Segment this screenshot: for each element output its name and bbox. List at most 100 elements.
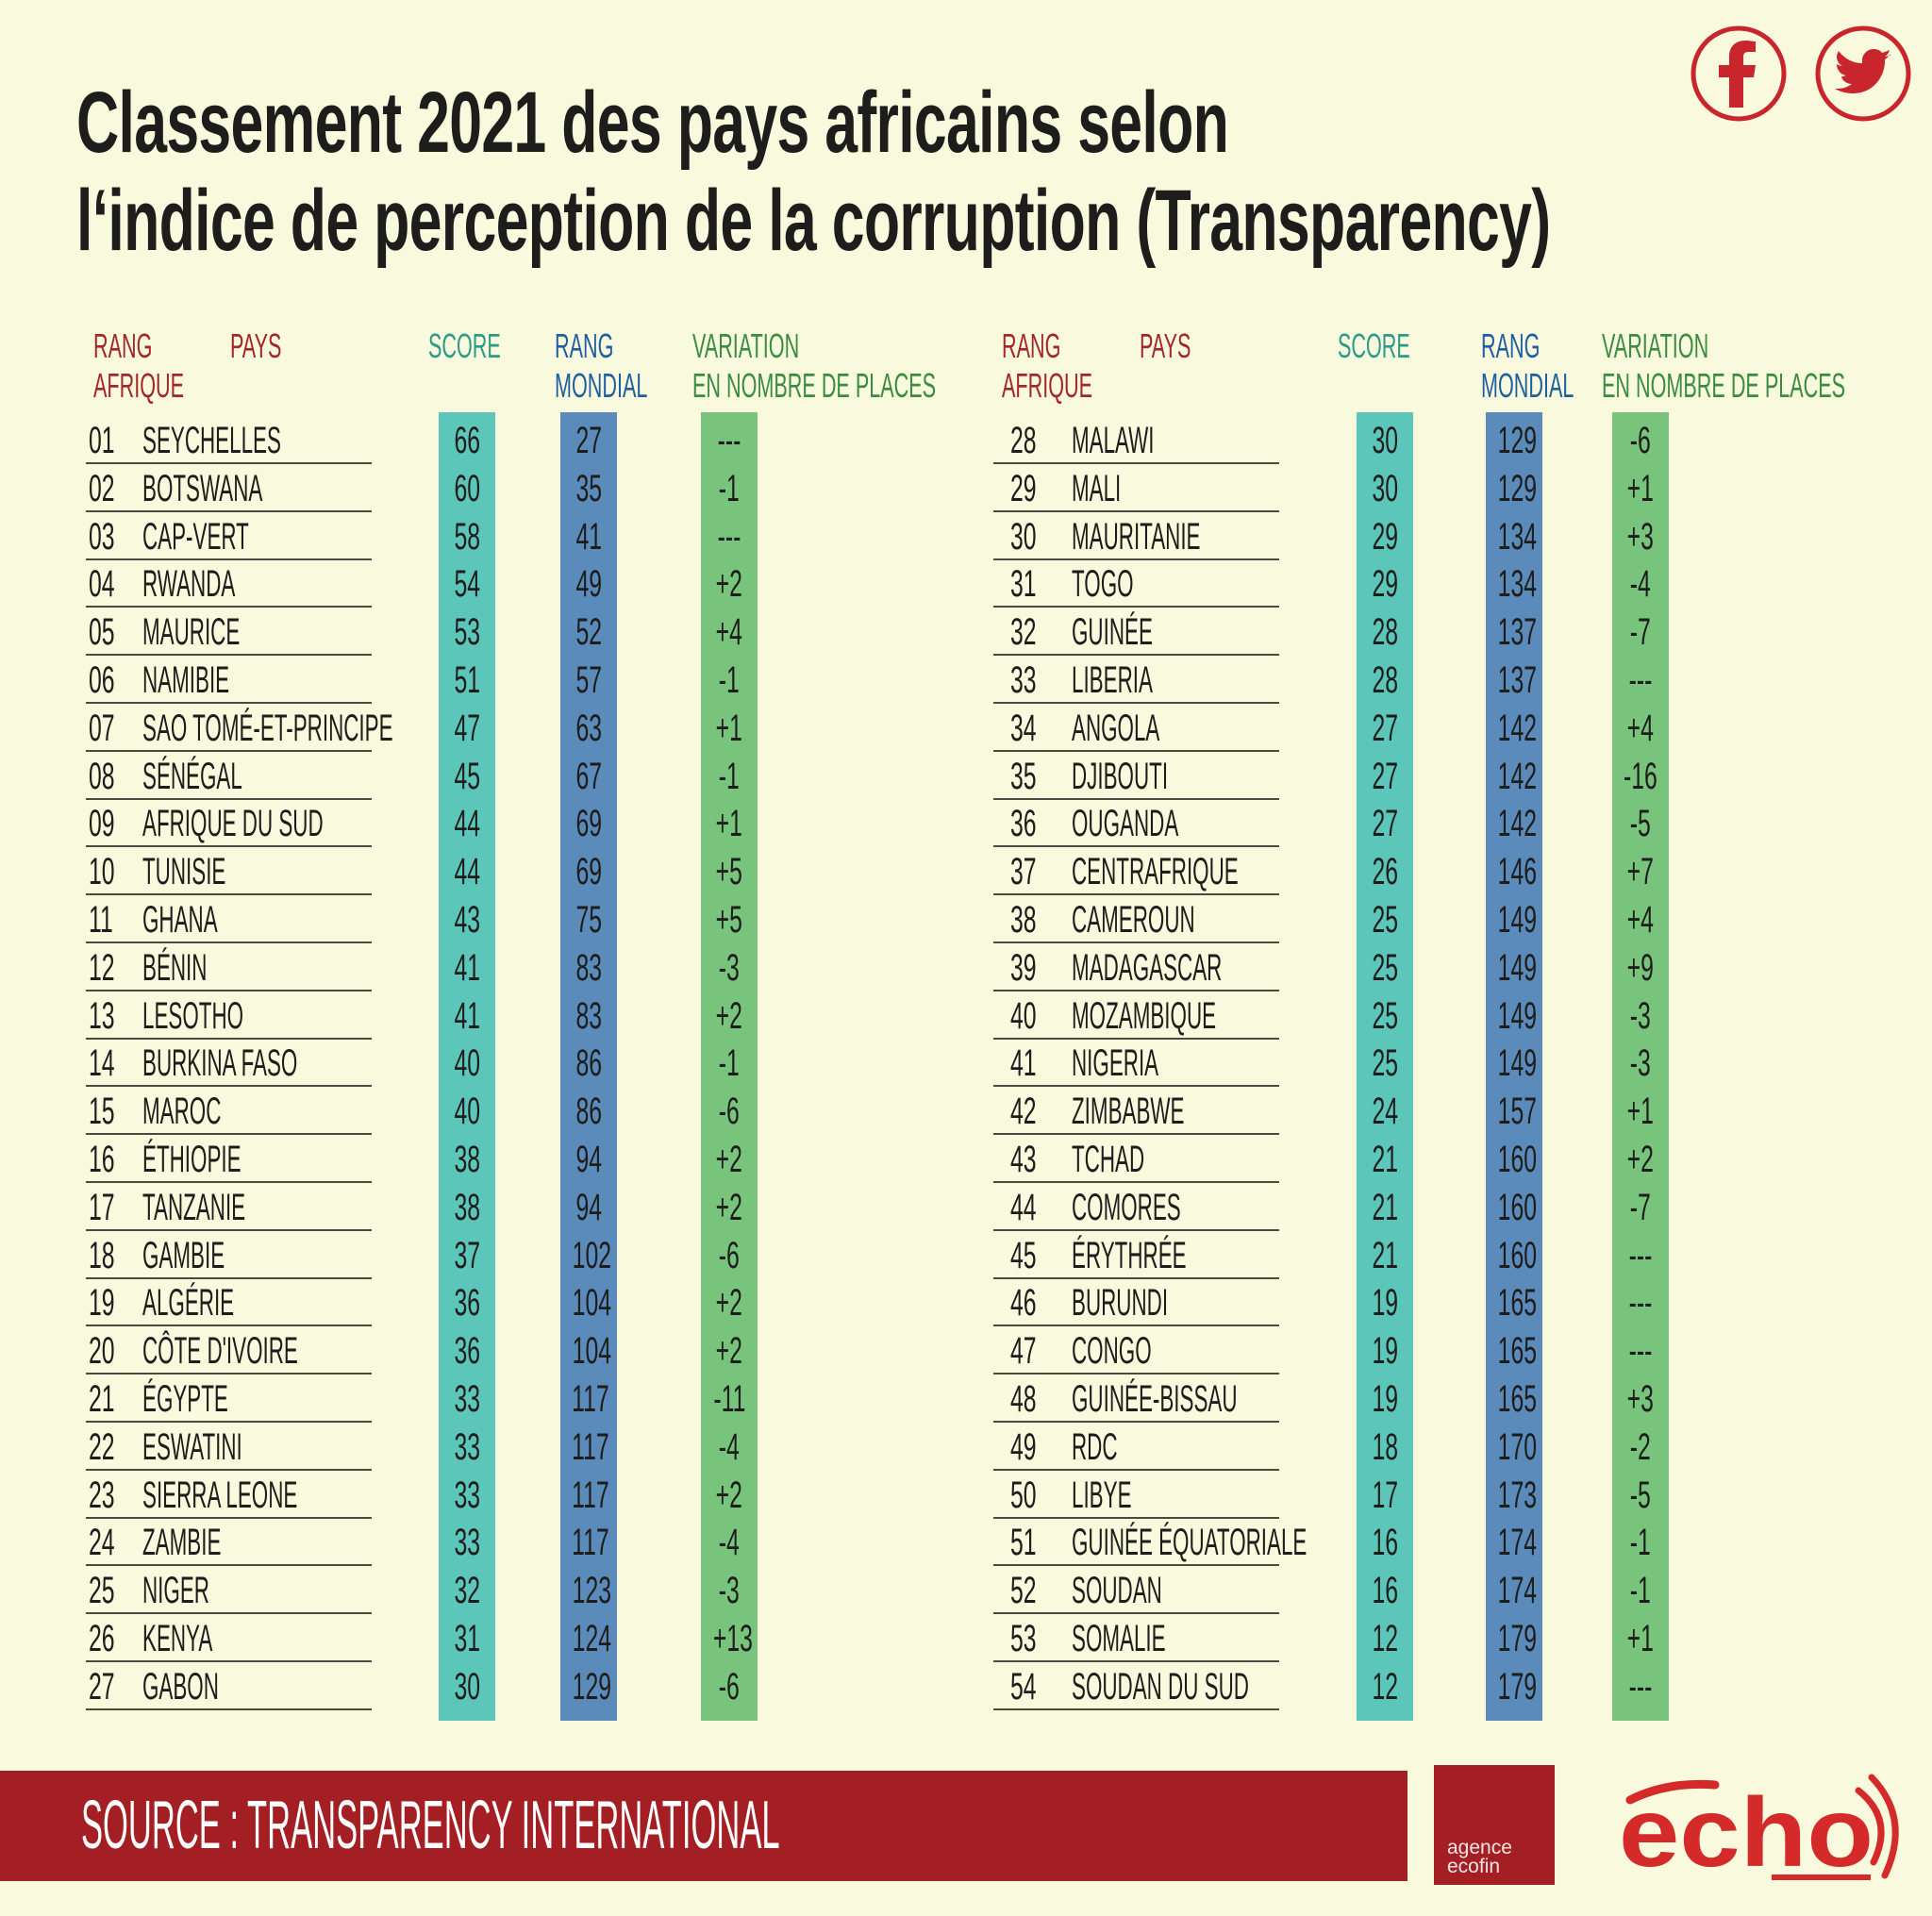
country-name-text: MOZAMBIQUE xyxy=(1072,994,1217,1037)
variation-value-text: --- xyxy=(1628,1665,1653,1708)
world-rank-value: 149 xyxy=(1486,944,1542,992)
rank-africa-text: 28 xyxy=(1010,420,1037,461)
world-rank-value: 149 xyxy=(1486,1040,1542,1088)
table-row: 43 TCHAD 21 160 +2 xyxy=(0,1136,1932,1184)
table-row: 08 SÉNÉGAL 45 67 -1 xyxy=(0,753,1932,801)
country-name: ÉGYPTE xyxy=(142,1375,295,1424)
world-rank-value-text: 129 xyxy=(1497,420,1538,461)
variation-value: +2 xyxy=(701,560,758,608)
rank-africa: 10 xyxy=(89,848,131,896)
variation-value: -1 xyxy=(1612,1567,1669,1615)
score-value-text: 19 xyxy=(1372,1330,1398,1373)
score-value-text: 29 xyxy=(1372,515,1398,558)
variation-value: -7 xyxy=(1612,1184,1669,1232)
score-value-text: 12 xyxy=(1372,1618,1398,1659)
world-rank-value: 160 xyxy=(1486,1232,1542,1280)
rank-africa-text: 48 xyxy=(1010,1378,1037,1420)
table-row: 11 GHANA 43 75 +5 xyxy=(0,896,1932,944)
country-name: SOMALIE xyxy=(1072,1615,1240,1663)
country-name: CAMEROUN xyxy=(1072,896,1291,944)
rank-africa-text: 51 xyxy=(1010,1522,1037,1564)
variation-value-text: +2 xyxy=(715,994,743,1037)
ecofin-line1: agence xyxy=(1447,1837,1512,1858)
rank-africa-text: 21 xyxy=(89,1378,115,1420)
row-divider xyxy=(86,462,372,464)
row-divider xyxy=(86,749,372,752)
rank-africa: 26 xyxy=(89,1615,131,1663)
world-rank-value: 104 xyxy=(560,1327,617,1375)
country-name-text: ÉRYTHRÉE xyxy=(1072,1234,1187,1276)
world-rank-value: 123 xyxy=(560,1567,617,1615)
variation-value: --- xyxy=(701,513,758,561)
row-divider xyxy=(86,1325,372,1327)
world-rank-value: 165 xyxy=(1486,1375,1542,1424)
country-name-text: ZIMBABWE xyxy=(1072,1091,1185,1133)
score-value-text: 25 xyxy=(1372,1042,1398,1085)
score-value-text: 40 xyxy=(454,1091,480,1133)
world-rank-value: 179 xyxy=(1486,1663,1542,1711)
country-name-text: MAURITANIE xyxy=(1072,515,1201,558)
score-value-text: 21 xyxy=(1372,1186,1398,1228)
country-name: SAO TOMÉ-ET-PRINCIPE xyxy=(142,705,590,753)
rank-africa-text: 38 xyxy=(1010,899,1037,941)
score-value-text: 54 xyxy=(454,563,480,606)
world-rank-value-text: 165 xyxy=(1497,1330,1538,1373)
row-divider xyxy=(993,797,1279,800)
country-name-text: COMORES xyxy=(1072,1186,1181,1228)
row-divider xyxy=(86,1373,372,1375)
variation-value: -5 xyxy=(1612,800,1669,848)
world-rank-value: 27 xyxy=(560,417,617,465)
country-name-text: TCHAD xyxy=(1072,1139,1145,1180)
country-name: SÉNÉGAL xyxy=(142,753,321,801)
rank-africa-text: 26 xyxy=(89,1618,115,1659)
table-row: 24 ZAMBIE 33 117 -4 xyxy=(0,1519,1932,1567)
row-divider xyxy=(993,989,1279,991)
variation-value: +1 xyxy=(701,705,758,753)
variation-value-text: -2 xyxy=(1629,1425,1652,1468)
row-divider xyxy=(86,1085,372,1088)
score-value-text: 33 xyxy=(454,1378,480,1420)
world-rank-value: 129 xyxy=(1486,417,1542,465)
row-divider xyxy=(993,1181,1279,1183)
variation-value-text: +1 xyxy=(1626,1618,1655,1659)
variation-value: -3 xyxy=(1612,1040,1669,1088)
rank-africa: 43 xyxy=(1010,1136,1053,1184)
world-rank-value: 157 xyxy=(1486,1088,1542,1136)
score-value: 53 xyxy=(439,608,495,657)
country-name: LIBYE xyxy=(1072,1472,1178,1520)
world-rank-value-text: 102 xyxy=(572,1234,612,1276)
world-rank-value: 142 xyxy=(1486,753,1542,801)
country-name: MALI xyxy=(1072,465,1159,513)
variation-value-text: +2 xyxy=(1626,1139,1655,1180)
variation-value: -4 xyxy=(701,1424,758,1472)
variation-value-text: +1 xyxy=(1626,467,1655,509)
country-name: RDC xyxy=(1072,1424,1154,1472)
score-value-text: 19 xyxy=(1372,1378,1398,1420)
ecofin-line2: ecofin xyxy=(1447,1856,1501,1877)
svg-text:echo: echo xyxy=(1619,1778,1874,1885)
score-value: 30 xyxy=(439,1663,495,1711)
row-divider xyxy=(86,654,372,657)
score-value: 43 xyxy=(439,896,495,944)
country-name: BÉNIN xyxy=(142,944,258,992)
row-divider xyxy=(86,1421,372,1423)
score-value: 30 xyxy=(1357,417,1413,465)
world-rank-value-text: 134 xyxy=(1497,563,1538,606)
country-name-text: GUINÉE xyxy=(1072,611,1153,654)
twitter-icon[interactable] xyxy=(1814,25,1912,123)
table-row: 16 ÉTHIOPIE 38 94 +2 xyxy=(0,1136,1932,1184)
variation-value-text: +3 xyxy=(1626,1378,1655,1420)
country-name-text: ANGOLA xyxy=(1072,707,1160,749)
score-value-text: 53 xyxy=(454,611,480,654)
world-rank-value-text: 123 xyxy=(572,1570,612,1612)
world-rank-value: 104 xyxy=(560,1279,617,1327)
score-value-text: 21 xyxy=(1372,1139,1398,1180)
header-rang-line1: RANG xyxy=(1002,326,1061,365)
score-column-bar xyxy=(439,412,495,1721)
world-rank-value: 117 xyxy=(560,1424,617,1472)
rank-africa: 51 xyxy=(1010,1519,1053,1567)
facebook-icon[interactable] xyxy=(1690,25,1788,123)
variation-value-text: --- xyxy=(1628,1282,1653,1325)
country-name-text: ÉGYPTE xyxy=(142,1378,228,1420)
table-row: 04 RWANDA 54 49 +2 xyxy=(0,560,1932,608)
